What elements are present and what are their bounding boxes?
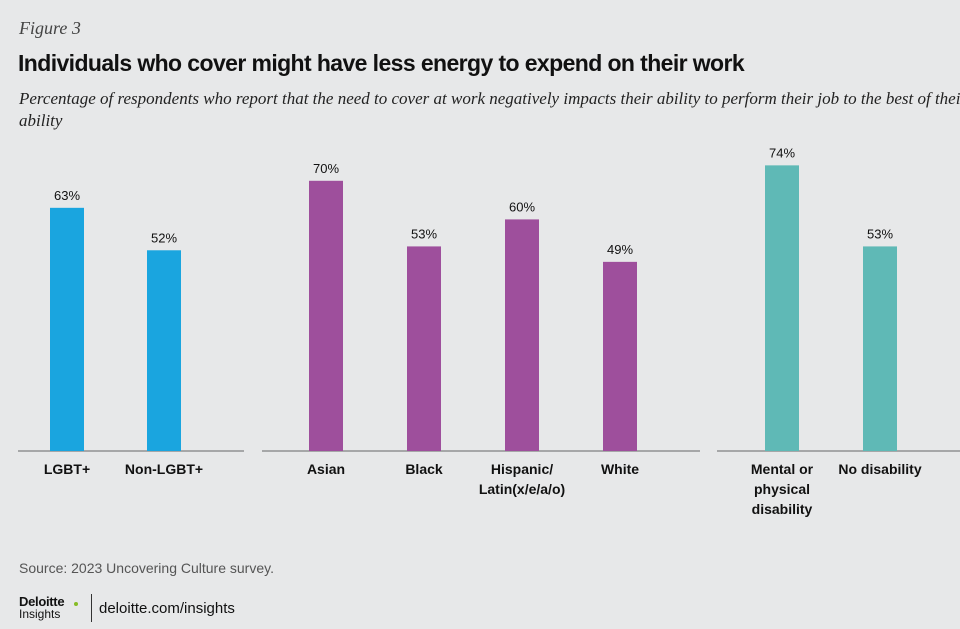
chart-title: Individuals who cover might have less en… (18, 50, 745, 76)
logo-dot-icon (74, 602, 78, 606)
bar-lgbt (50, 207, 84, 451)
bar-asian (309, 180, 343, 452)
category-label-lgbt: LGBT+ (44, 461, 90, 477)
deloitte-logo: Deloitte (19, 594, 65, 609)
bar-no-disability (863, 246, 897, 451)
site-link[interactable]: deloitte.com/insights (99, 600, 235, 617)
bar-mental-or-physical-disability (765, 165, 799, 452)
source-note: Source: 2023 Uncovering Culture survey. (19, 560, 274, 576)
category-label-asian: Asian (307, 461, 345, 477)
bar-white (603, 261, 637, 451)
bar-chart: 63% LGBT+ 52% Non-LGBT+ 70% Asian 53% Black 60% H… (18, 145, 960, 517)
category-label-no-disability: No disability (838, 461, 921, 477)
value-label-white: 49% (607, 242, 633, 257)
value-label-hispanic-latin-x-e-a-o: 60% (509, 199, 535, 214)
category-label-mental-or-physical-disability: Mental or physical disability (751, 461, 814, 517)
category-label-non-lgbt: Non-LGBT+ (125, 461, 203, 477)
figure-label: Figure 3 (19, 18, 81, 38)
value-label-non-lgbt: 52% (151, 230, 177, 245)
value-label-no-disability: 53% (867, 226, 893, 241)
insights-logo: Insights (19, 607, 61, 621)
category-label-black: Black (405, 461, 443, 477)
value-label-mental-or-physical-disability: 74% (769, 145, 795, 160)
bar-black (407, 246, 441, 451)
footer-divider (91, 594, 92, 622)
value-label-black: 53% (411, 226, 437, 241)
chart-subtitle: Percentage of respondents who report tha… (19, 89, 960, 130)
category-label-white: White (601, 461, 639, 477)
value-label-lgbt: 63% (54, 188, 80, 203)
bar-non-lgbt (147, 250, 181, 451)
category-label-hispanic-latin-x-e-a-o: Hispanic/Latin(x/e/a/o) (479, 461, 565, 497)
value-label-asian: 70% (313, 161, 339, 176)
bar-hispanic-latin-x-e-a-o (505, 219, 539, 451)
